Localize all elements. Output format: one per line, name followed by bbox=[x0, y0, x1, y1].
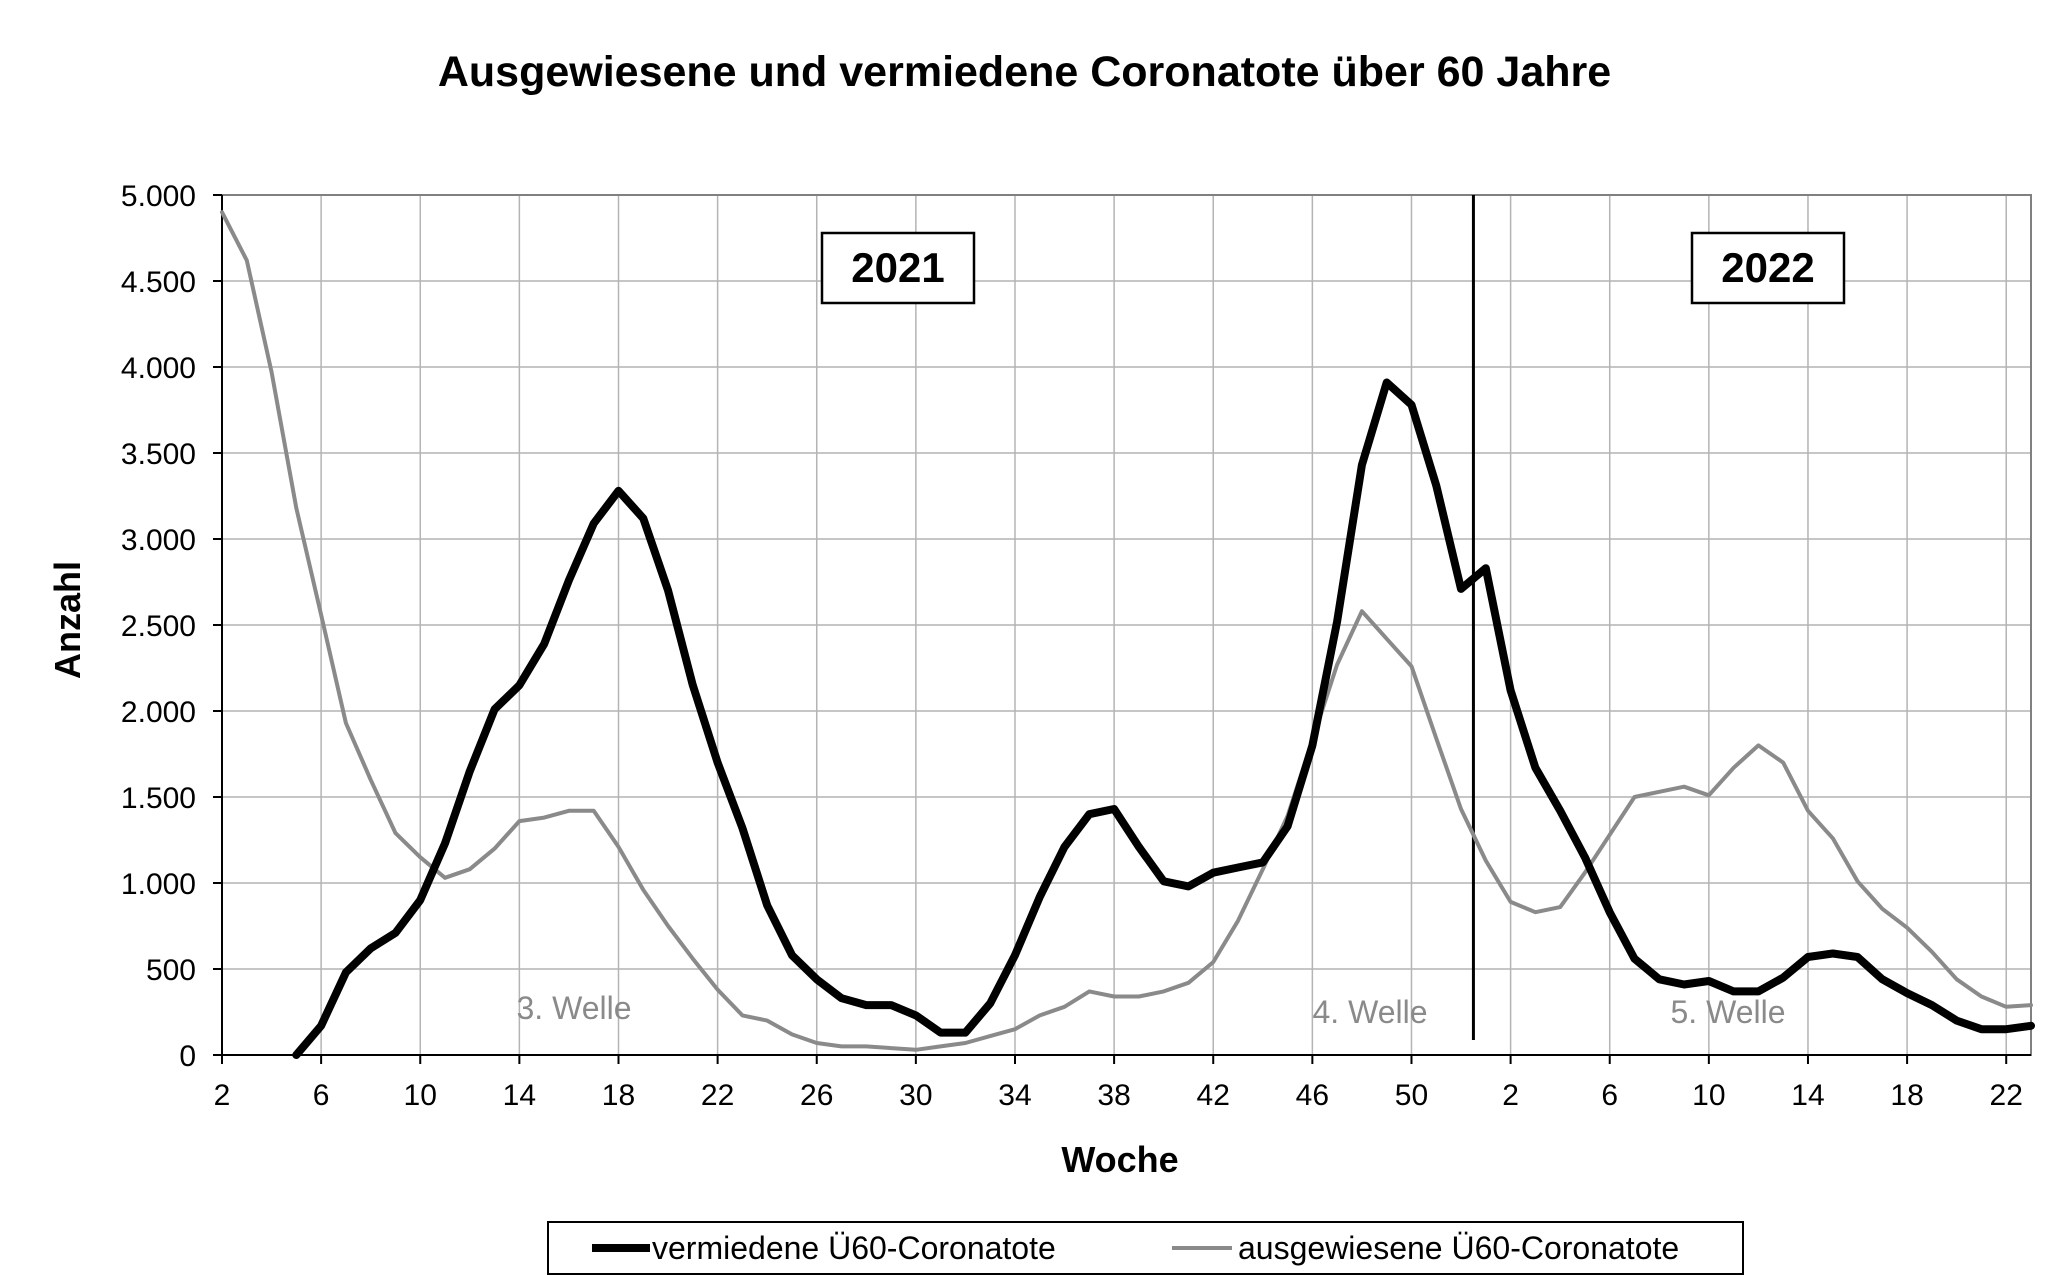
year-label-2022: 2022 bbox=[1690, 231, 1846, 305]
x-tick-label: 22 bbox=[1990, 1079, 2023, 1112]
x-tick-label: 22 bbox=[701, 1079, 734, 1112]
y-tick-label: 1.000 bbox=[121, 868, 196, 901]
series-lines bbox=[220, 210, 2035, 1059]
x-tick-label: 18 bbox=[1890, 1079, 1923, 1112]
y-tick-label: 0 bbox=[179, 1040, 196, 1073]
x-axis-tick-labels: 2 6 10 14 18 22 26 30 34 38 42 46 50 2 6 10 14 18 22 bbox=[214, 1079, 2023, 1112]
x-tick-label: 2 bbox=[214, 1079, 231, 1112]
x-tick-label: 38 bbox=[1097, 1079, 1130, 1112]
legend-label-vermiedene: vermiedene Ü60-Coronatote bbox=[652, 1230, 1056, 1266]
axes bbox=[213, 194, 2031, 1064]
x-axis-title: Woche bbox=[1061, 1139, 1178, 1180]
x-tick-label: 18 bbox=[602, 1079, 635, 1112]
year-label-2021: 2021 bbox=[820, 231, 976, 305]
y-tick-label: 5.000 bbox=[121, 180, 196, 213]
y-tick-label: 4.500 bbox=[121, 266, 196, 299]
wave-label-5: 5. Welle bbox=[1670, 994, 1785, 1030]
series-line-vermiedene bbox=[292, 378, 2035, 1059]
x-tick-label: 10 bbox=[1692, 1079, 1725, 1112]
y-axis-tick-labels: 0 500 1.000 1.500 2.000 2.500 3.000 3.500 4.000 4… bbox=[121, 180, 196, 1073]
x-tick-label: 34 bbox=[998, 1079, 1031, 1112]
year-label-2021-text: 2021 bbox=[851, 244, 944, 291]
chart-title: Ausgewiesene und vermiedene Coronatote ü… bbox=[437, 48, 1612, 96]
y-tick-label: 1.500 bbox=[121, 782, 196, 815]
x-tick-label: 14 bbox=[503, 1079, 536, 1112]
wave-label-3: 3. Welle bbox=[516, 990, 631, 1026]
x-tick-label: 50 bbox=[1395, 1079, 1428, 1112]
x-tick-label: 2 bbox=[1502, 1079, 1519, 1112]
legend: vermiedene Ü60-Coronatote ausgewiesene Ü… bbox=[547, 1221, 1744, 1275]
y-tick-label: 2.500 bbox=[121, 610, 196, 643]
x-tick-label: 6 bbox=[313, 1079, 330, 1112]
legend-label-ausgewiesene: ausgewiesene Ü60-Coronatote bbox=[1238, 1230, 1679, 1266]
y-tick-label: 3.000 bbox=[121, 524, 196, 557]
y-tick-label: 3.500 bbox=[121, 438, 196, 471]
x-tick-label: 46 bbox=[1296, 1079, 1329, 1112]
y-tick-label: 500 bbox=[146, 954, 196, 987]
y-tick-label: 2.000 bbox=[121, 696, 196, 729]
x-tick-label: 10 bbox=[404, 1079, 437, 1112]
year-label-2022-text: 2022 bbox=[1721, 244, 1814, 291]
grid-lines bbox=[222, 194, 2031, 1055]
series-line-ausgewiesene bbox=[220, 210, 2033, 1052]
x-tick-label: 6 bbox=[1601, 1079, 1618, 1112]
x-tick-label: 14 bbox=[1791, 1079, 1824, 1112]
x-tick-label: 26 bbox=[800, 1079, 833, 1112]
wave-label-4: 4. Welle bbox=[1312, 994, 1427, 1030]
y-axis-title: Anzahl bbox=[47, 561, 88, 679]
x-tick-label: 30 bbox=[899, 1079, 932, 1112]
x-tick-label: 42 bbox=[1197, 1079, 1230, 1112]
y-tick-label: 4.000 bbox=[121, 352, 196, 385]
